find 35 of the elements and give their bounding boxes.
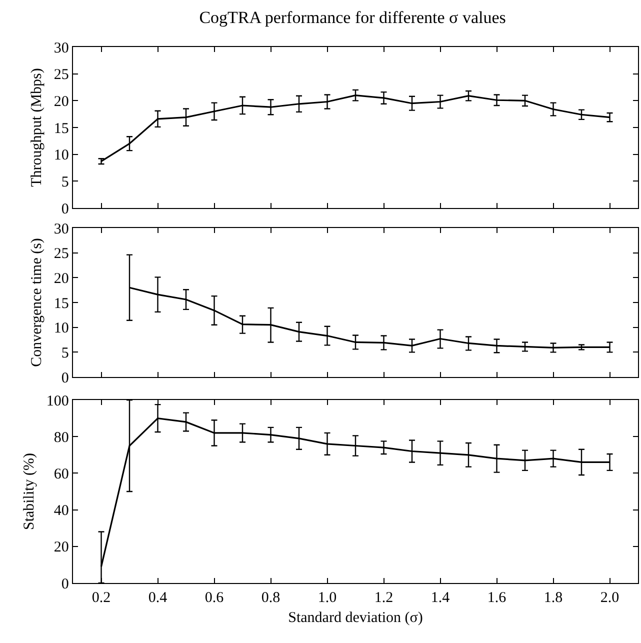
chart-title: CogTRA performance for differente σ values bbox=[199, 8, 506, 27]
y-tick-label: 5 bbox=[61, 174, 69, 190]
x-tick-label: 0.6 bbox=[204, 590, 224, 606]
y-tick-label: 5 bbox=[61, 345, 69, 362]
x-tick-label: 0.8 bbox=[261, 590, 280, 606]
y-tick-label: 25 bbox=[54, 246, 69, 262]
x-tick-label: 1.4 bbox=[430, 590, 450, 606]
y-tick-label: 0 bbox=[61, 370, 69, 386]
x-tick-label: 1.8 bbox=[544, 590, 563, 606]
y-tick-label: 0 bbox=[61, 576, 69, 592]
y-tick-label: 15 bbox=[54, 296, 69, 312]
y-tick-label: 30 bbox=[54, 40, 69, 56]
y-tick-label: 20 bbox=[54, 270, 69, 287]
x-tick-label: 0.4 bbox=[148, 590, 168, 606]
x-tick-label: 1.2 bbox=[374, 590, 394, 606]
y-tick-label: 15 bbox=[54, 120, 69, 137]
y-tick-label: 10 bbox=[54, 320, 69, 337]
x-tick-label: 1.0 bbox=[318, 590, 337, 606]
y-tick-label: 100 bbox=[46, 393, 69, 410]
y-axis-title: Stability (%) bbox=[22, 452, 38, 530]
y-tick-label: 25 bbox=[54, 67, 69, 84]
y-tick-label: 0 bbox=[61, 201, 69, 218]
x-tick-label: 1.6 bbox=[487, 590, 507, 606]
y-tick-label: 30 bbox=[54, 221, 69, 238]
y-axis-title: Convergence time (s) bbox=[29, 238, 46, 367]
y-tick-label: 20 bbox=[54, 540, 69, 556]
x-tick-label: 0.2 bbox=[92, 590, 111, 606]
x-tick-label: 2.0 bbox=[600, 590, 620, 606]
y-tick-label: 40 bbox=[54, 503, 69, 520]
y-tick-label: 80 bbox=[54, 430, 69, 446]
y-tick-label: 60 bbox=[54, 466, 69, 482]
y-tick-label: 10 bbox=[54, 148, 69, 164]
x-axis-title: Standard deviation (σ) bbox=[288, 610, 423, 626]
y-axis-title: Throughput (Mbps) bbox=[29, 68, 46, 187]
y-tick-label: 20 bbox=[54, 94, 69, 110]
